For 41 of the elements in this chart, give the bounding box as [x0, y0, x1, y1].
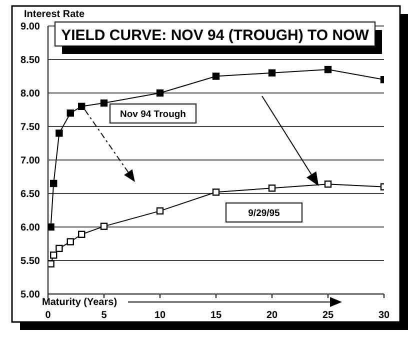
- point: [78, 230, 86, 238]
- y-tick-label: 5.00: [20, 290, 40, 301]
- point: [50, 180, 58, 188]
- point: [268, 184, 276, 192]
- x-tick-label: 25: [322, 310, 334, 322]
- y-tick-label: 8.00: [20, 88, 40, 100]
- chart-title: YIELD CURVE: NOV 94 (TROUGH) TO NOW: [61, 27, 370, 44]
- x-tick-label: 0: [45, 310, 52, 322]
- point: [100, 99, 108, 107]
- series-label: 9/29/95: [248, 208, 281, 219]
- point: [78, 102, 86, 110]
- y-tick-label: 8.50: [20, 55, 40, 66]
- x-tick-label: 10: [154, 310, 166, 322]
- point: [156, 89, 164, 97]
- point: [100, 222, 108, 230]
- y-tick-label: 9.00: [20, 22, 40, 33]
- point: [48, 223, 54, 231]
- point: [324, 66, 332, 74]
- x-axis-title: Maturity (Years): [42, 297, 118, 308]
- y-tick-label: 7.50: [20, 122, 40, 134]
- point: [212, 188, 220, 196]
- point: [50, 252, 58, 259]
- point: [66, 238, 74, 246]
- series-label: Nov 94 Trough: [120, 109, 186, 120]
- point: [212, 72, 220, 80]
- point: [268, 69, 276, 76]
- y-tick-label: 6.50: [20, 189, 40, 200]
- y-tick-label: 6.00: [20, 222, 40, 234]
- x-tick-label: 30: [378, 310, 390, 322]
- x-tick-label: 20: [266, 310, 278, 322]
- y-tick-label: 7.00: [20, 156, 40, 167]
- x-tick-label: 5: [101, 310, 108, 322]
- point: [56, 130, 63, 137]
- point: [48, 260, 54, 268]
- point: [66, 110, 74, 117]
- y-axis-title: Interest Rate: [24, 9, 86, 20]
- y-tick-label: 5.50: [20, 256, 40, 268]
- point: [156, 207, 164, 215]
- x-tick-label: 15: [210, 310, 222, 322]
- point: [56, 244, 63, 252]
- point: [324, 180, 332, 188]
